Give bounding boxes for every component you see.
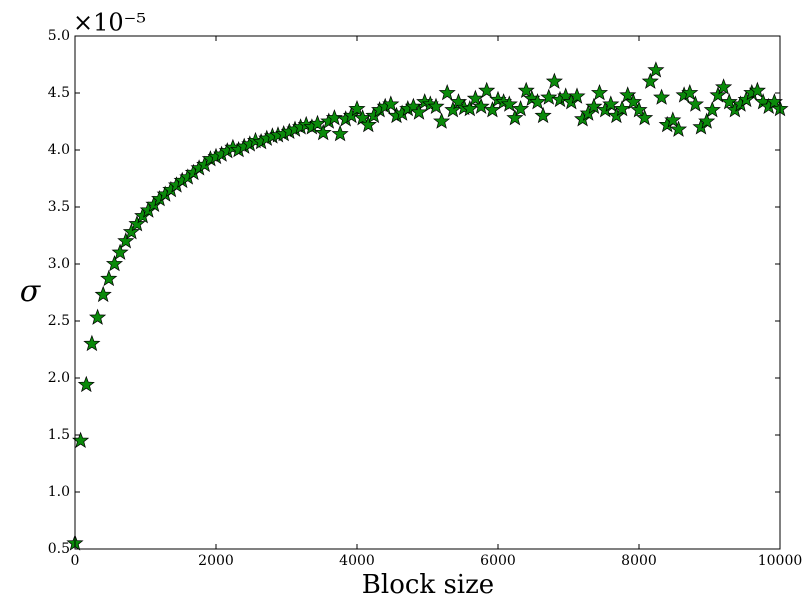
point (506, 109, 524, 126)
point (647, 61, 665, 78)
y-axis-label: σ (20, 274, 42, 309)
point (613, 100, 631, 117)
point (715, 78, 733, 95)
point (709, 86, 727, 103)
point (540, 88, 558, 105)
y-tick-label: 1.0 (48, 484, 70, 500)
point (410, 103, 428, 120)
x-tick-label: 10000 (758, 553, 803, 569)
point (122, 223, 140, 240)
point (664, 111, 682, 128)
point (545, 72, 563, 89)
point (590, 84, 609, 101)
y-tick-label: 4.0 (48, 142, 70, 158)
point (483, 101, 501, 118)
point (630, 101, 648, 118)
point (427, 97, 445, 115)
point (703, 101, 721, 118)
point (607, 106, 625, 124)
x-tick-label: 8000 (621, 553, 657, 569)
y-tick-label: 3.5 (48, 199, 70, 215)
point (500, 95, 518, 112)
y-offset-label: ×10⁻⁵ (73, 9, 146, 37)
point (579, 104, 597, 121)
y-tick-label: 3.0 (48, 256, 70, 272)
point (89, 308, 107, 325)
point (653, 88, 671, 105)
point (686, 95, 704, 112)
point (105, 255, 124, 272)
point (444, 101, 462, 118)
x-tick-label: 0 (71, 553, 80, 569)
point (568, 87, 586, 104)
point (94, 285, 112, 303)
point (681, 83, 699, 101)
point (438, 83, 456, 101)
point (619, 86, 637, 103)
point (433, 112, 451, 129)
point (641, 72, 659, 89)
point (77, 375, 95, 393)
point (534, 106, 552, 124)
point (314, 123, 332, 141)
point (308, 114, 327, 132)
y-tick-label: 0.5 (48, 541, 70, 557)
x-tick-label: 2000 (198, 553, 234, 569)
y-tick-label: 2.0 (48, 370, 70, 386)
point (461, 100, 479, 117)
point (83, 334, 101, 352)
point (382, 95, 400, 112)
point (472, 97, 490, 115)
point (624, 93, 642, 110)
point (117, 232, 135, 249)
point (636, 109, 654, 126)
y-tick-label: 4.5 (48, 85, 70, 101)
point (359, 115, 377, 133)
point (748, 81, 766, 99)
x-axis-label: Block size (362, 570, 494, 600)
point (720, 93, 738, 110)
y-tick-label: 5.0 (48, 28, 70, 44)
point (512, 100, 530, 117)
point (128, 215, 146, 232)
point (528, 93, 547, 110)
point (354, 109, 372, 126)
point (325, 109, 343, 126)
point (478, 81, 496, 99)
point (585, 97, 603, 115)
point (737, 90, 755, 108)
point (517, 81, 535, 99)
point (100, 269, 118, 287)
point (669, 120, 688, 137)
y-tick-label: 2.5 (48, 313, 70, 329)
point (111, 243, 129, 260)
x-tick-label: 6000 (480, 553, 516, 569)
point (331, 125, 349, 142)
point (698, 112, 716, 129)
y-tick-label: 1.5 (48, 427, 70, 443)
x-tick-label: 4000 (339, 553, 375, 569)
point (348, 100, 366, 117)
point (466, 89, 484, 107)
point (602, 95, 620, 112)
plot-frame (74, 35, 781, 550)
point (342, 106, 360, 124)
